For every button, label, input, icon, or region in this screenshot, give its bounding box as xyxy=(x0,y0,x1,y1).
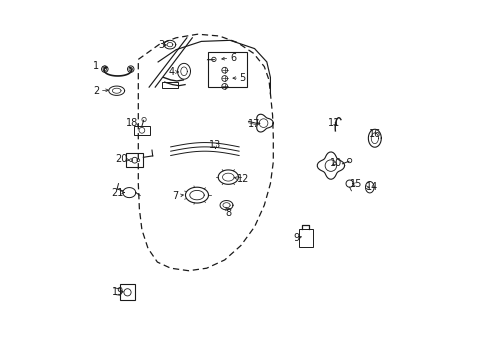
Text: 14: 14 xyxy=(366,182,378,192)
Text: 13: 13 xyxy=(208,140,221,150)
Text: 2: 2 xyxy=(93,86,99,96)
Text: 1: 1 xyxy=(93,60,99,71)
Text: 6: 6 xyxy=(229,53,236,63)
Text: 10: 10 xyxy=(329,158,342,168)
Bar xyxy=(208,52,247,87)
Bar xyxy=(162,82,178,88)
Bar xyxy=(299,229,312,247)
Text: 15: 15 xyxy=(349,179,362,189)
Text: 18: 18 xyxy=(126,118,138,128)
Text: 8: 8 xyxy=(225,208,231,218)
Text: 20: 20 xyxy=(115,154,127,164)
Text: 7: 7 xyxy=(172,191,178,201)
Text: 11: 11 xyxy=(327,118,339,128)
Text: 5: 5 xyxy=(239,73,245,83)
Text: 9: 9 xyxy=(293,233,299,243)
Text: 19: 19 xyxy=(111,287,123,297)
Text: 4: 4 xyxy=(168,67,175,77)
Text: 3: 3 xyxy=(158,40,163,50)
Text: 17: 17 xyxy=(248,119,260,129)
Text: 16: 16 xyxy=(368,129,380,139)
Text: 12: 12 xyxy=(236,174,248,184)
Bar xyxy=(134,126,149,135)
Text: 21: 21 xyxy=(111,188,124,198)
Bar xyxy=(120,284,135,300)
Bar xyxy=(126,153,143,167)
